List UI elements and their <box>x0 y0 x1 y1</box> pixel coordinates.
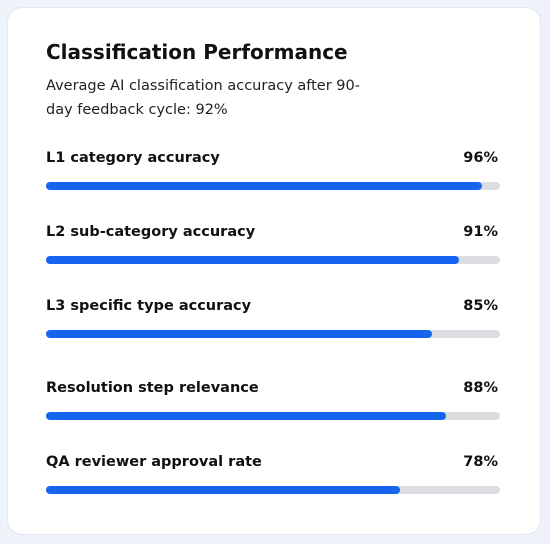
value-label: 91% <box>463 224 498 240</box>
bar-track <box>46 256 500 264</box>
bar <box>46 256 460 264</box>
bar-label: L3 specific type accuracy <box>46 298 252 314</box>
bar-track <box>46 486 500 494</box>
value-label: 85% <box>463 298 498 314</box>
bar <box>46 412 446 420</box>
bar-label: QA reviewer approval rate <box>46 454 262 470</box>
bar-track <box>46 182 500 190</box>
bar-label: L2 sub-category accuracy <box>46 224 256 240</box>
value-label: 88% <box>463 380 498 396</box>
bar-label: Resolution step relevance <box>46 380 259 396</box>
bar-track <box>46 330 500 338</box>
value-label: 96% <box>463 150 498 166</box>
bar-label: L1 category accuracy <box>46 150 220 166</box>
value-label: 78% <box>463 454 498 470</box>
bar <box>46 486 401 494</box>
bar-track <box>46 412 500 420</box>
subtitle: Average AI classification accuracy after… <box>46 78 360 118</box>
card: Classification Performance Average AI cl… <box>8 8 540 534</box>
chart-title: Classification Performance <box>46 40 348 64</box>
bar <box>46 182 482 190</box>
bar <box>46 330 432 338</box>
